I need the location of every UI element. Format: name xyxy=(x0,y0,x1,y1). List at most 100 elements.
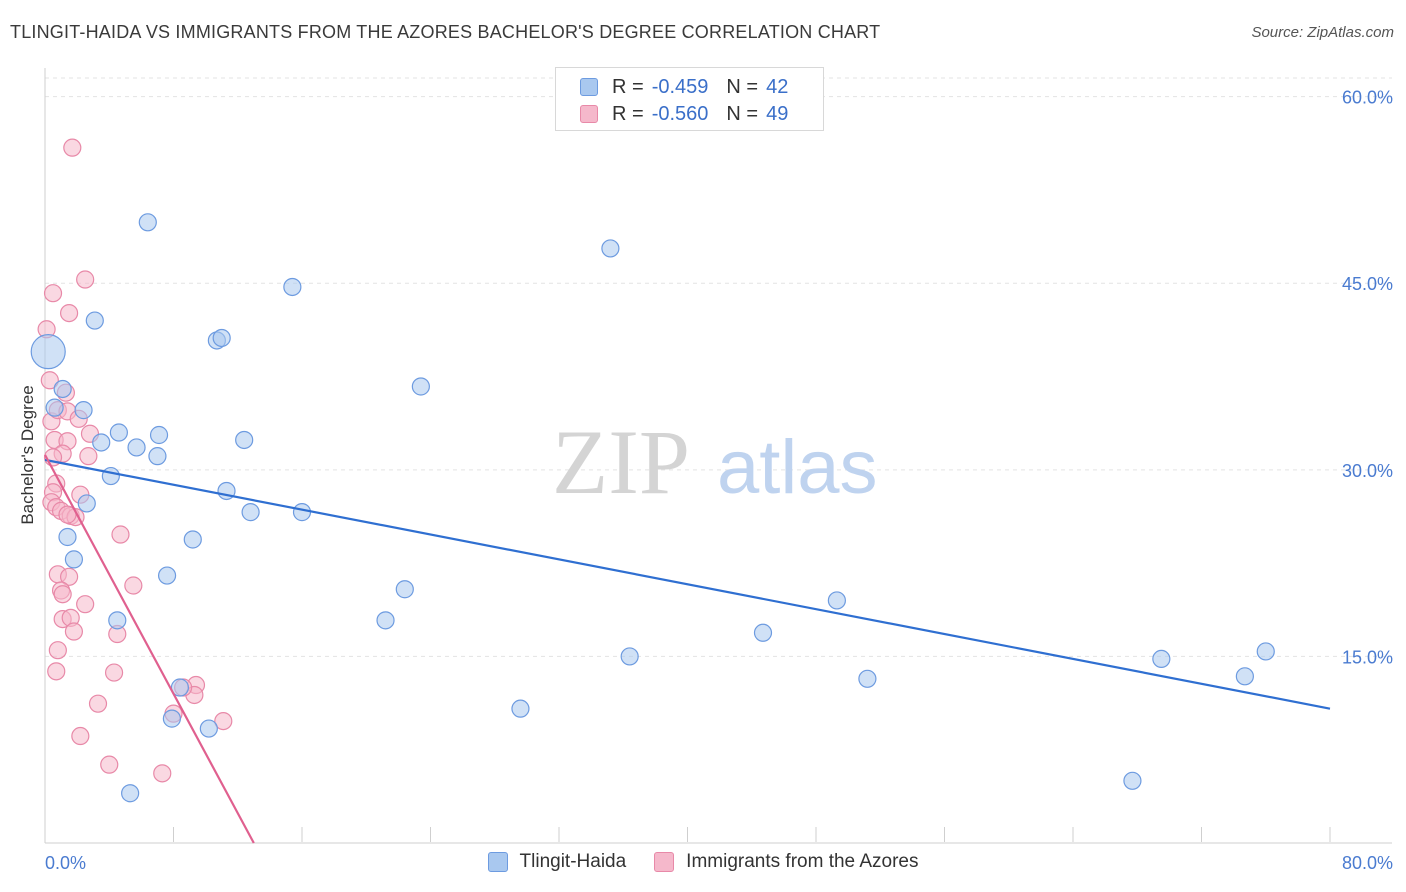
tlingit-point xyxy=(858,669,877,688)
r-value: -0.459 xyxy=(651,75,709,98)
stats-legend: R = -0.459 N = 42 R = -0.560 N = 49 xyxy=(555,67,824,131)
tlingit-point xyxy=(827,591,846,610)
azores-point xyxy=(111,525,130,544)
tlingit-point xyxy=(108,611,127,630)
azores-point xyxy=(79,447,98,466)
tlingit-point xyxy=(77,494,96,513)
legend-swatch-blue xyxy=(487,852,508,872)
tlingit-point xyxy=(162,709,181,728)
y-tick-label: 15.0% xyxy=(1342,647,1393,667)
tlingit-point xyxy=(45,398,64,417)
y-tick-label: 45.0% xyxy=(1342,274,1393,294)
tlingit-point xyxy=(58,527,77,547)
tlingit-point xyxy=(30,334,66,370)
tlingit-point xyxy=(148,447,167,466)
azores-point xyxy=(76,270,95,289)
azores-trend-line xyxy=(44,454,255,844)
r-label: R = xyxy=(612,75,644,98)
azores-point xyxy=(71,726,90,746)
tlingit-point xyxy=(235,430,254,450)
legend-item-tlingit[interactable]: Tlingit-Haida xyxy=(487,851,627,873)
series-tlingit-points xyxy=(30,213,1275,803)
tlingit-point xyxy=(157,566,177,585)
tlingit-point xyxy=(121,784,140,803)
y-tick-label: 30.0% xyxy=(1342,461,1393,481)
tlingit-point xyxy=(1152,649,1171,669)
tlingit-point xyxy=(1123,771,1142,790)
azores-point xyxy=(48,641,67,660)
source-label: Source: ZipAtlas.com xyxy=(1251,24,1394,41)
tlingit-point xyxy=(127,438,146,457)
tlingit-point xyxy=(411,377,430,396)
trend-lines xyxy=(44,454,1331,844)
legend-item-azores[interactable]: Immigrants from the Azores xyxy=(654,851,918,873)
azores-point xyxy=(63,138,82,157)
legend-swatch-pink xyxy=(654,852,675,872)
azores-point xyxy=(124,576,143,595)
gridlines xyxy=(45,77,1392,657)
azores-point xyxy=(53,585,72,604)
tlingit-point xyxy=(183,530,202,549)
tlingit-point xyxy=(109,423,128,442)
azores-point xyxy=(104,663,124,682)
tlingit-point xyxy=(170,678,190,697)
n-value: 49 xyxy=(766,102,789,125)
tlingit-point xyxy=(74,401,93,420)
legend-label: Tlingit-Haida xyxy=(519,851,627,872)
azores-point xyxy=(59,567,79,586)
azores-point xyxy=(40,371,59,390)
tlingit-trend-line xyxy=(44,458,1331,710)
tlingit-point xyxy=(85,311,104,330)
azores-point xyxy=(153,764,172,783)
watermark: ZIP atlas xyxy=(552,411,878,513)
tlingit-point xyxy=(149,425,169,445)
tlingit-point xyxy=(138,213,157,232)
n-label: N = xyxy=(726,75,759,98)
n-label: N = xyxy=(726,102,759,125)
legend-swatch-pink xyxy=(580,105,598,123)
stats-row-tlingit: R = -0.459 N = 42 xyxy=(580,74,788,100)
y-axis-label: Bachelor's Degree xyxy=(18,385,37,524)
chart-title: TLINGIT-HAIDA VS IMMIGRANTS FROM THE AZO… xyxy=(10,22,881,42)
tlingit-point xyxy=(92,433,111,452)
legend-swatch-blue xyxy=(580,78,598,96)
y-tick-label: 60.0% xyxy=(1342,88,1393,108)
r-value: -0.560 xyxy=(651,102,709,125)
azores-point xyxy=(43,284,63,303)
tlingit-point xyxy=(1256,642,1275,661)
tlingit-point xyxy=(1235,667,1254,686)
tlingit-point xyxy=(620,647,639,666)
azores-point xyxy=(88,694,108,713)
series-azores-points xyxy=(37,138,233,783)
azores-point xyxy=(47,662,66,681)
tlingit-point xyxy=(212,328,231,348)
stats-row-azores: R = -0.560 N = 49 xyxy=(580,101,788,127)
azores-point xyxy=(100,755,119,774)
azores-point xyxy=(214,711,233,731)
tick-labels: 15.0% 30.0% 45.0% 60.0% 0.0% 80.0% xyxy=(45,88,1393,873)
tlingit-point xyxy=(376,611,395,630)
tlingit-point xyxy=(283,277,302,297)
azores-point xyxy=(64,622,84,641)
tlingit-point xyxy=(753,623,773,642)
legend-label: Immigrants from the Azores xyxy=(686,851,919,872)
tlingit-point xyxy=(601,239,620,258)
r-label: R = xyxy=(612,102,644,125)
azores-point xyxy=(76,595,95,614)
tlingit-point xyxy=(101,466,120,486)
tlingit-point xyxy=(292,503,312,522)
tlingit-point xyxy=(511,699,530,718)
watermark-atlas: atlas xyxy=(717,425,878,510)
n-value: 42 xyxy=(766,75,789,98)
tlingit-point xyxy=(53,379,72,399)
series-legend: Tlingit-Haida Immigrants from the Azores xyxy=(0,851,1406,873)
x-tick-label-min: 0.0% xyxy=(45,853,86,873)
x-tick-label-max: 80.0% xyxy=(1342,853,1393,873)
tlingit-point xyxy=(241,503,260,522)
watermark-zip: ZIP xyxy=(552,411,690,513)
azores-point xyxy=(59,303,79,323)
tlingit-point xyxy=(64,550,84,569)
tlingit-point xyxy=(395,580,414,599)
tlingit-point xyxy=(199,719,218,738)
